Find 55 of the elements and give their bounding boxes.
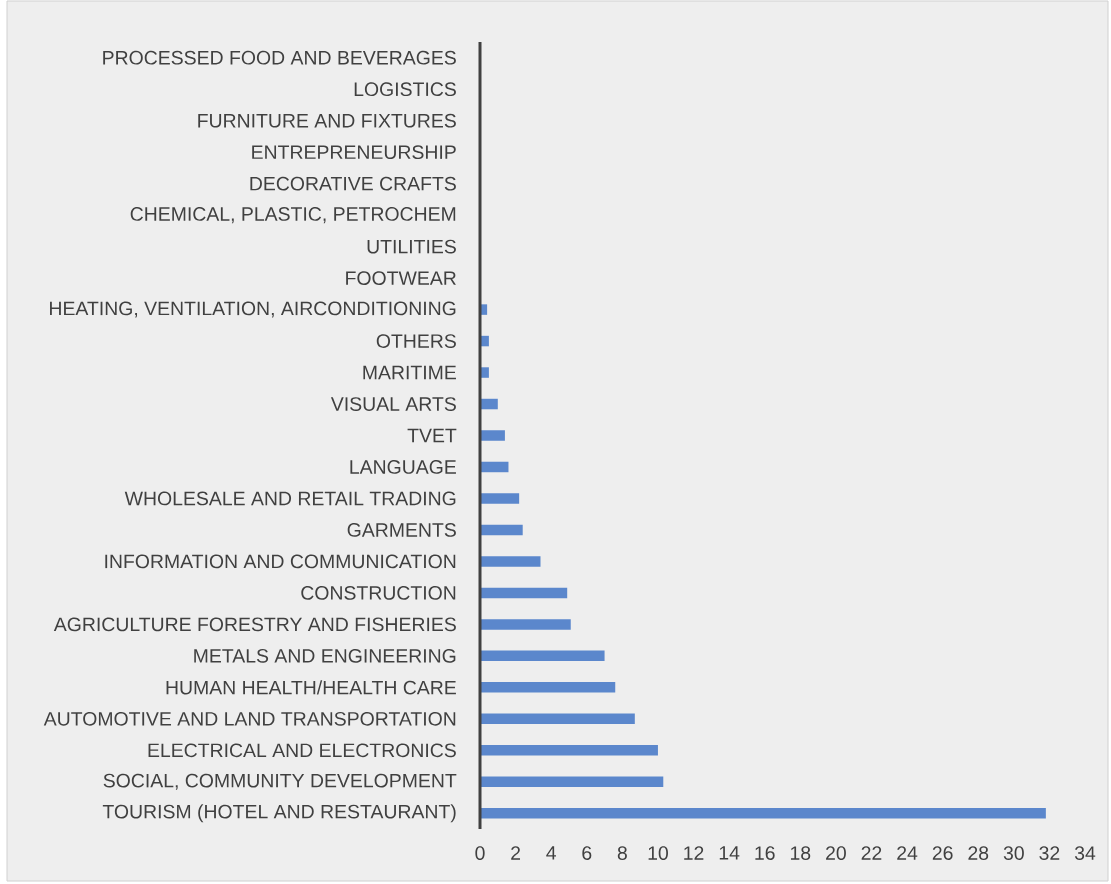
y-tick-label: ENTREPRENEURSHIP (252, 145, 456, 160)
y-tick-label: HEATING, VENTILATION, AIRCONDITIONING (50, 301, 456, 318)
bar (480, 493, 520, 504)
bar (480, 556, 541, 567)
x-tick-label: 32 (1039, 846, 1060, 860)
y-tick-label: LANGUAGE (350, 460, 456, 474)
x-tick-label: 8 (617, 846, 627, 860)
y-tick-label: MARITIME (363, 365, 456, 380)
x-tick-label: 12 (684, 846, 704, 860)
x-tick-label: 24 (897, 846, 918, 860)
x-tick-label: 2 (511, 846, 521, 860)
bar (480, 650, 605, 662)
x-tick-label: 0 (475, 846, 485, 860)
x-tick-label: 14 (719, 846, 740, 860)
bar (480, 713, 635, 725)
y-tick-label: TVET (407, 428, 457, 443)
y-tick-label: FOOTWEAR (346, 271, 456, 285)
bar (480, 745, 658, 756)
y-tick-label: TOURISM (HOTEL AND RESTAURANT) (102, 804, 456, 823)
bar (480, 430, 505, 441)
y-tick-label: DECORATIVE CRAFTS (250, 176, 456, 191)
bar (480, 682, 616, 693)
x-tick-label: 18 (790, 846, 811, 860)
y-tick-label: WHOLESALE AND RETAIL TRADING (124, 491, 456, 506)
y-tick-label: INFORMATION AND COMMUNICATION (105, 554, 456, 569)
y-tick-label: AUTOMOTIVE AND LAND TRANSPORTATION (43, 711, 456, 726)
y-tick-label: OTHERS (376, 334, 456, 348)
y-tick-label: GARMENTS (347, 523, 456, 537)
y-tick-label: UTILITIES (367, 239, 456, 254)
bar (480, 808, 1046, 819)
x-tick-label: 34 (1074, 846, 1096, 860)
x-tick-label: 26 (932, 846, 953, 860)
y-tick-label: ELECTRICAL AND ELECTRONICS (148, 743, 456, 758)
x-tick-label: 28 (968, 846, 989, 860)
bar (480, 524, 523, 536)
x-tick-label: 30 (1003, 846, 1024, 860)
y-tick-label: AGRICULTURE FORESTRY AND FISHERIES (53, 617, 456, 632)
x-tick-label: 6 (582, 846, 592, 860)
x-tick-label: 10 (648, 846, 668, 860)
y-tick-label: FURNITURE AND FIXTURES (198, 113, 456, 128)
y-tick-label: METALS AND ENGINEERING (194, 648, 456, 663)
y-tick-label: HUMAN HEALTH/HEALTH CARE (166, 680, 456, 695)
x-tick-label: 16 (755, 846, 775, 860)
x-tick-label: 4 (546, 846, 557, 860)
y-tick-label: CONSTRUCTION (301, 586, 456, 600)
bar (480, 619, 571, 630)
bar (480, 776, 664, 788)
bar (480, 587, 568, 599)
y-tick-label: PROCESSED FOOD AND BEVERAGES (103, 50, 456, 65)
y-tick-label: LOGISTICS (354, 82, 456, 97)
y-tick-label: VISUAL ARTS (330, 397, 456, 411)
y-tick-label: CHEMICAL, PLASTIC, PETROCHEM (130, 207, 456, 224)
x-tick-label: 20 (826, 846, 846, 860)
y-tick-label: SOCIAL, COMMUNITY DEVELOPMENT (103, 773, 457, 790)
x-tick-label: 22 (861, 846, 882, 860)
